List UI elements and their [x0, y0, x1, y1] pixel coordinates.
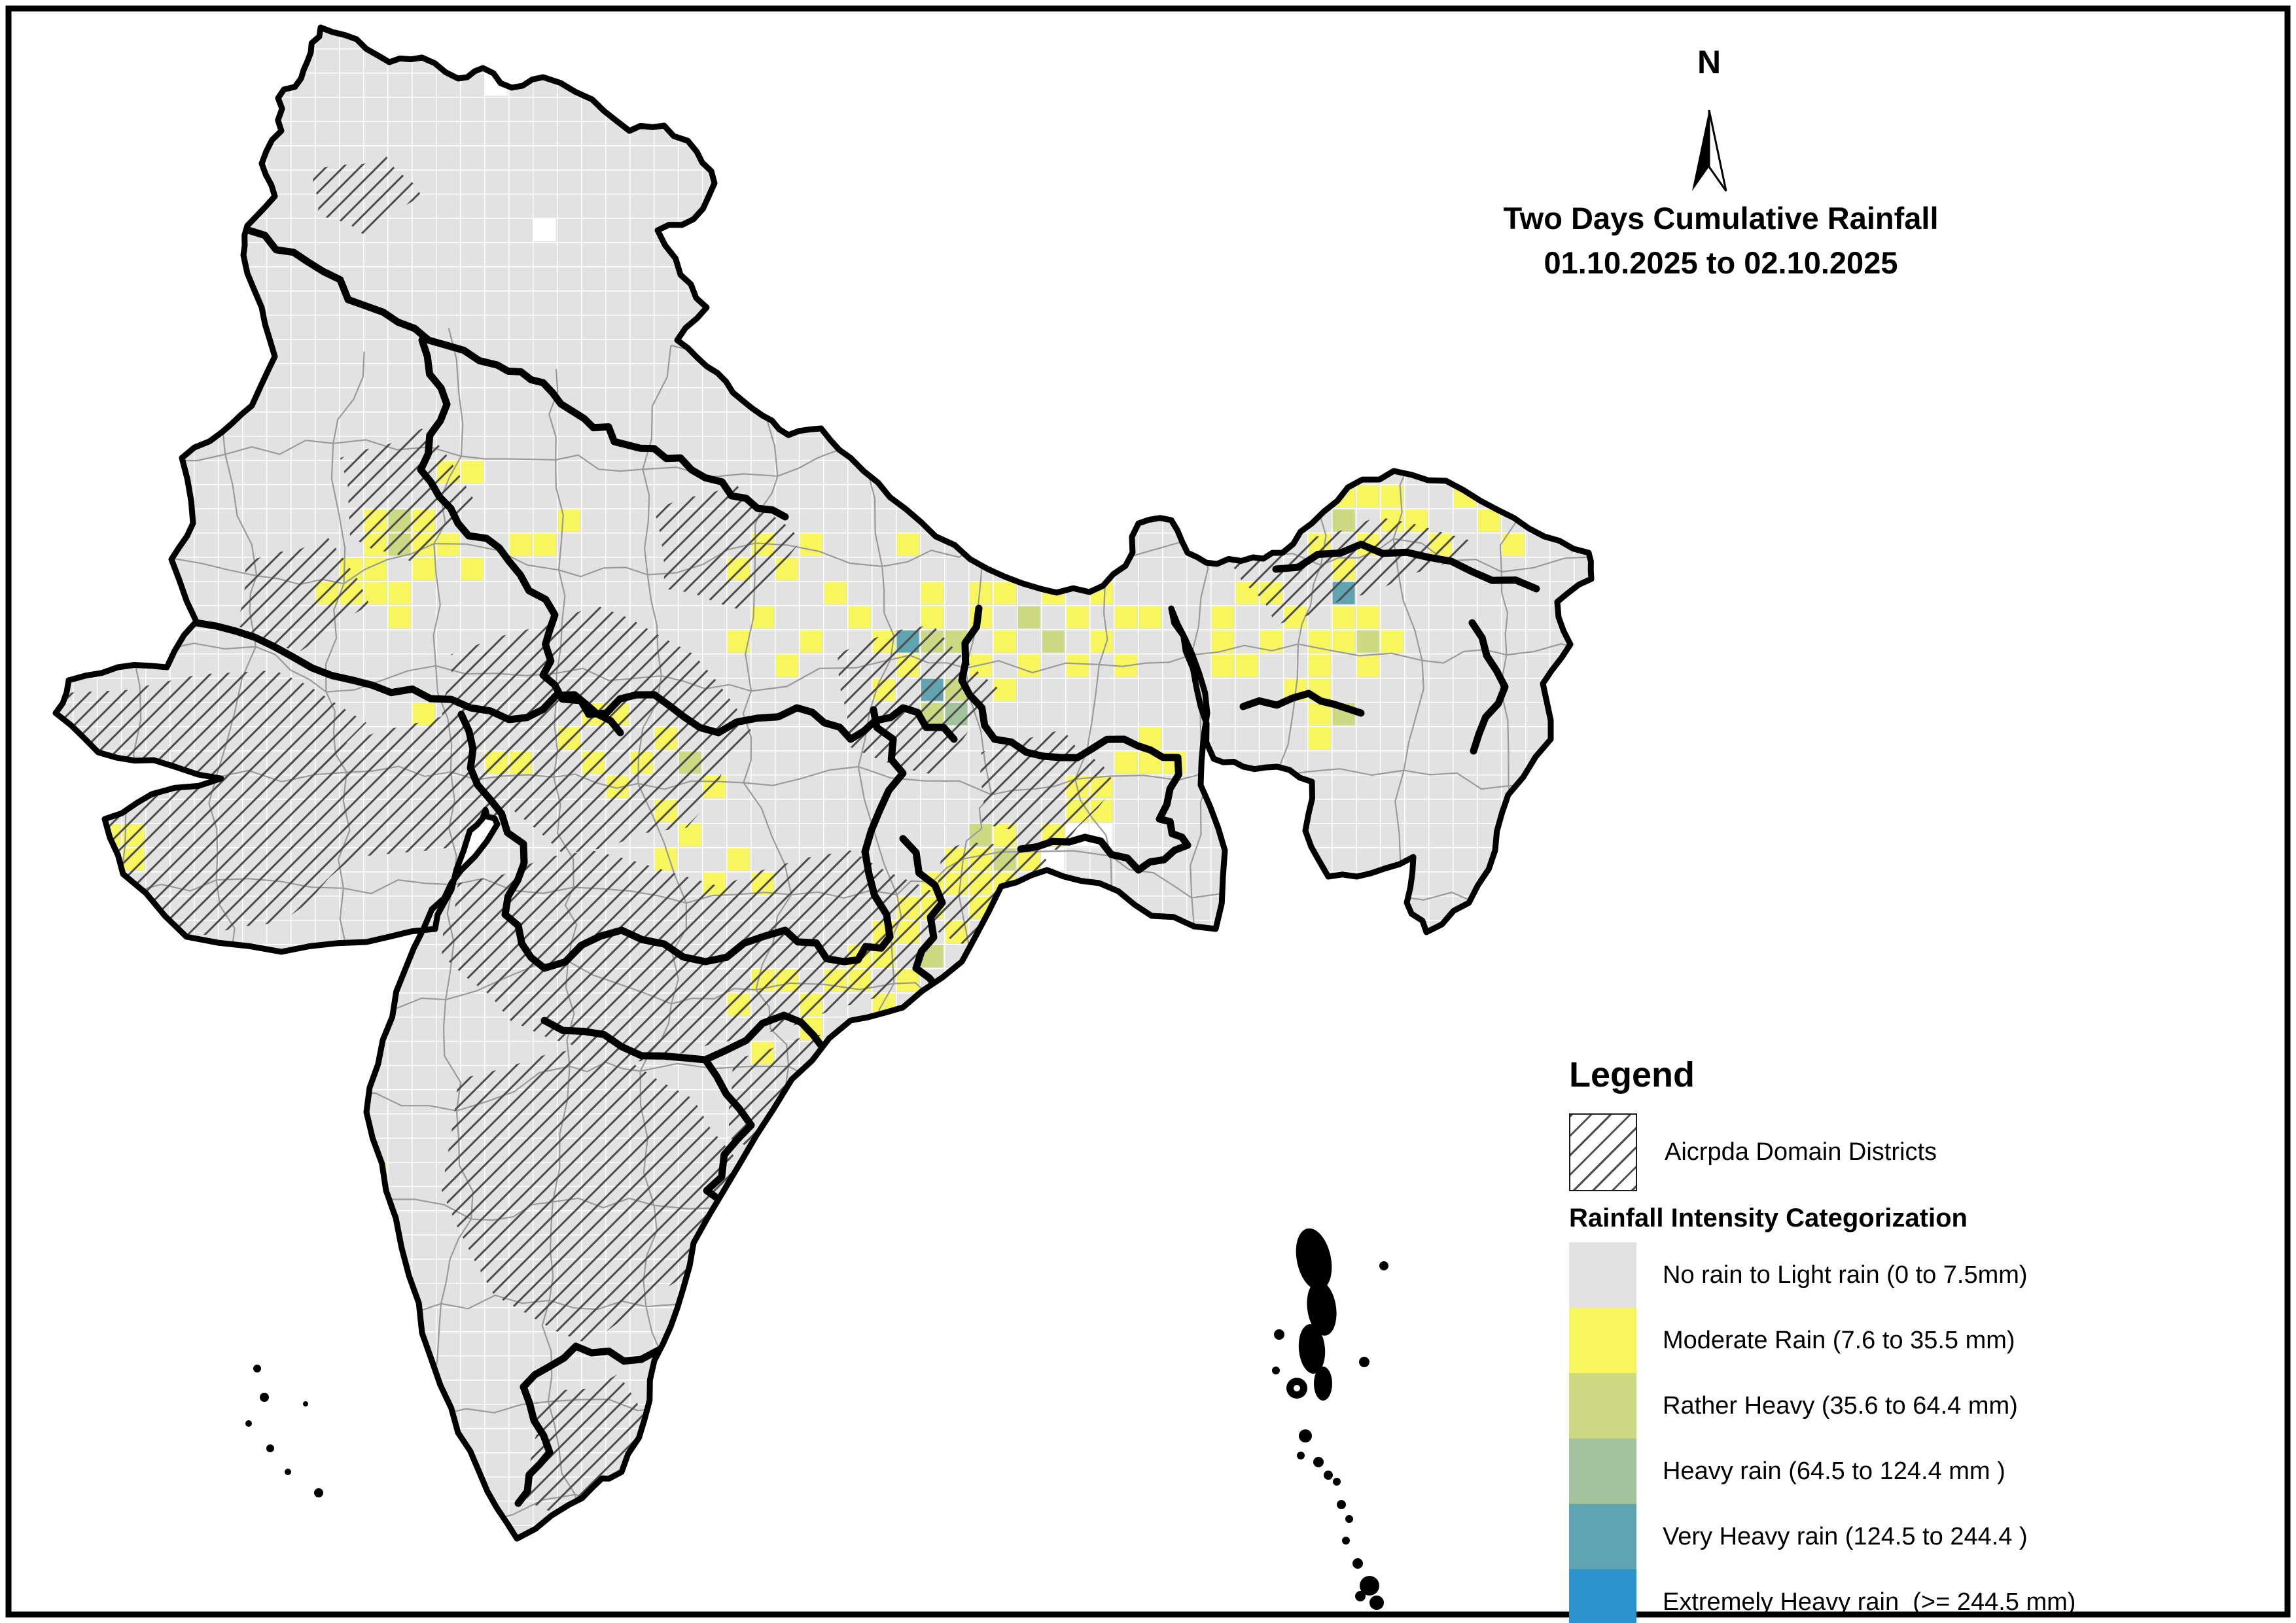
- legend-class-row: No rain to Light rain (0 to 7.5mm): [1569, 1242, 2282, 1308]
- islands: [245, 1228, 1388, 1610]
- class-swatch-moderate: [1569, 1308, 1636, 1373]
- north-label: N: [1697, 44, 1722, 80]
- india-outline: [52, 24, 1595, 1542]
- legend-domain-row: Aicrpda Domain Districts: [1569, 1113, 2282, 1191]
- class-swatch-very-heavy: [1569, 1504, 1636, 1569]
- class-label-heavy: Heavy rain (64.5 to 124.4 mm ): [1663, 1457, 2005, 1485]
- legend: Legend Aicrpda Domain Districts Rainfall…: [1569, 1055, 2282, 1623]
- class-label-extremely-heavy: Extremely Heavy rain (>= 244.5 mm): [1663, 1588, 2076, 1616]
- class-swatch-rather-heavy: [1569, 1373, 1636, 1439]
- class-label-rather-heavy: Rather Heavy (35.6 to 64.4 mm): [1663, 1391, 2018, 1420]
- class-label-very-heavy: Very Heavy rain (124.5 to 244.4 ): [1663, 1522, 2028, 1550]
- legend-class-row: Extremely Heavy rain (>= 244.5 mm): [1569, 1569, 2282, 1623]
- map-title-line1: Two Days Cumulative Rainfall: [1503, 201, 1939, 236]
- class-swatch-no-rain: [1569, 1242, 1636, 1308]
- class-swatch-extremely-heavy: [1569, 1569, 1636, 1623]
- class-label-moderate: Moderate Rain (7.6 to 35.5 mm): [1663, 1326, 2015, 1354]
- hatch-swatch-icon: [1569, 1113, 1637, 1191]
- north-arrow-icon: [1692, 109, 1727, 192]
- state-boundaries: [192, 226, 1540, 1507]
- legend-heading: Legend: [1569, 1055, 1695, 1094]
- map-title-line2: 01.10.2025 to 02.10.2025: [1544, 245, 1898, 281]
- map-title: Two Days Cumulative Rainfall 01.10.2025 …: [1335, 196, 2107, 285]
- legend-class-row: Rather Heavy (35.6 to 64.4 mm): [1569, 1373, 2282, 1439]
- class-label-no-rain: No rain to Light rain (0 to 7.5mm): [1663, 1261, 2028, 1289]
- class-swatch-heavy: [1569, 1439, 1636, 1504]
- legend-domain-label: Aicrpda Domain Districts: [1665, 1138, 1937, 1166]
- legend-class-row: Heavy rain (64.5 to 124.4 mm ): [1569, 1439, 2282, 1504]
- legend-class-row: Moderate Rain (7.6 to 35.5 mm): [1569, 1308, 2282, 1373]
- map-frame: [5, 5, 2291, 1618]
- legend-section-title: Rainfall Intensity Categorization: [1569, 1204, 1968, 1232]
- aicrpda-domain-districts: [56, 156, 1479, 1524]
- legend-class-row: Very Heavy rain (124.5 to 244.4 ): [1569, 1504, 2282, 1569]
